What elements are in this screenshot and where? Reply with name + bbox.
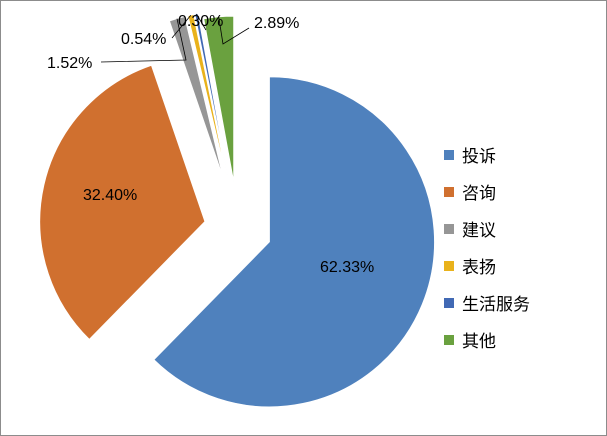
- legend-item-other: 其他: [444, 321, 530, 358]
- pie-slice-other: [203, 15, 235, 182]
- pie-slice-suggestion: [169, 16, 224, 178]
- pie-slice-consultation: [39, 64, 206, 340]
- legend-item-consultation: 咨询: [444, 173, 530, 210]
- legend: 投诉 咨询 建议 表扬 生活服务 其他: [444, 136, 530, 358]
- data-label-other: 2.89%: [254, 15, 299, 32]
- legend-swatch-complaint: [444, 149, 454, 160]
- leader-line-other: [218, 16, 250, 45]
- legend-label-suggestion: 建议: [462, 221, 496, 241]
- data-label-suggestion: 1.52%: [47, 55, 92, 72]
- legend-label-consultation: 咨询: [462, 184, 496, 204]
- pie-slice-life-service: [194, 13, 229, 177]
- legend-swatch-suggestion: [444, 223, 454, 234]
- legend-swatch-life-service: [444, 297, 454, 308]
- data-label-life-service: 0.30%: [178, 13, 223, 30]
- data-label-praise: 0.54%: [121, 31, 166, 48]
- legend-label-life-service: 生活服务: [462, 295, 530, 315]
- pie-slice-complaint: [153, 76, 435, 408]
- data-label-consultation: 32.40%: [83, 187, 137, 204]
- legend-label-praise: 表扬: [462, 258, 496, 278]
- pie-slice-praise: [187, 14, 227, 177]
- leader-line-life-service: [196, 13, 207, 31]
- leader-line-praise: [171, 14, 192, 39]
- data-label-complaint: 62.33%: [320, 259, 374, 276]
- legend-swatch-praise: [444, 260, 454, 271]
- legend-item-praise: 表扬: [444, 247, 530, 284]
- legend-item-life-service: 生活服务: [444, 284, 530, 321]
- legend-item-suggestion: 建议: [444, 210, 530, 247]
- legend-item-complaint: 投诉: [444, 136, 530, 173]
- legend-label-complaint: 投诉: [462, 147, 496, 167]
- leader-line-suggestion: [100, 18, 187, 63]
- legend-swatch-other: [444, 334, 454, 345]
- legend-swatch-consultation: [444, 186, 454, 197]
- legend-label-other: 其他: [462, 332, 496, 352]
